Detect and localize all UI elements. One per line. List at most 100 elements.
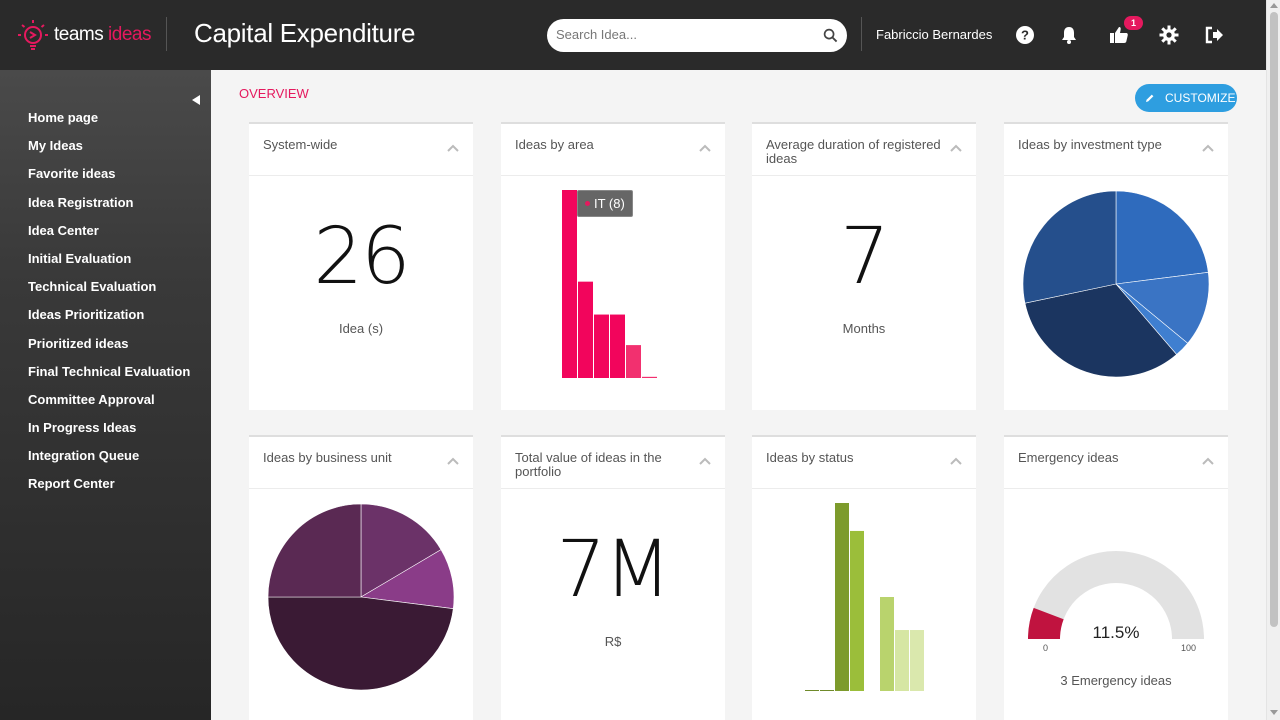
- bulb-logo-icon: [18, 20, 48, 50]
- card-ideas-by-business-unit: Ideas by business unit: [249, 435, 473, 720]
- chevron-up-icon[interactable]: [447, 144, 459, 152]
- card-title: System-wide: [263, 137, 338, 152]
- scroll-up-arrow[interactable]: [1270, 3, 1278, 8]
- chevron-up-icon[interactable]: [1202, 144, 1214, 152]
- tooltip-text: IT (8): [594, 196, 625, 211]
- ideas-by-status-chart: [805, 503, 924, 691]
- likes-badge: 1: [1124, 16, 1143, 30]
- bar: [895, 630, 909, 691]
- chevron-up-icon[interactable]: [950, 457, 962, 465]
- gauge-fill: [1028, 607, 1064, 639]
- bar: [610, 314, 625, 378]
- search-input[interactable]: [556, 27, 806, 42]
- ideas-by-business-unit-pie: [267, 503, 455, 691]
- pie-slice: [360, 503, 442, 598]
- card-header: Total value of ideas in the portfolio: [501, 437, 725, 489]
- card-title: Ideas by status: [766, 450, 854, 465]
- tooltip-dot: [585, 201, 590, 206]
- card-ideas-by-area: Ideas by area IT (8): [501, 122, 725, 410]
- bar: [805, 690, 819, 691]
- card-title: Total value of ideas in the portfolio: [515, 450, 662, 479]
- svg-text:?: ?: [1021, 28, 1029, 43]
- app-header: teams ideas Capital Expenditure Fabricci…: [0, 0, 1266, 70]
- sidebar-item-technical-evaluation[interactable]: Technical Evaluation: [28, 279, 157, 295]
- chevron-up-icon[interactable]: [950, 144, 962, 152]
- kpi-unit: Months: [842, 321, 886, 336]
- bar: [562, 190, 577, 378]
- pie-slice: [1115, 272, 1210, 344]
- card-header: Average duration of registered ideas: [752, 124, 976, 176]
- sidebar-item-idea-center[interactable]: Idea Center: [28, 222, 99, 238]
- sidebar-item-committee-approval[interactable]: Committee Approval: [28, 391, 155, 407]
- bar: [578, 281, 593, 378]
- card-title: Average duration of registered ideas: [766, 137, 941, 166]
- bar: [626, 345, 641, 378]
- kpi-value: 7: [840, 212, 890, 302]
- sidebar-item-favorite-ideas[interactable]: Favorite ideas: [28, 166, 116, 182]
- scroll-thumb[interactable]: [1270, 12, 1278, 627]
- card-title: Ideas by area: [515, 137, 594, 152]
- logo-word-ideas: ideas: [108, 24, 151, 45]
- sidebar-item-idea-registration[interactable]: Idea Registration: [28, 194, 134, 210]
- sidebar-item-prioritized-ideas[interactable]: Prioritized ideas: [28, 335, 129, 351]
- sidebar-item-home-page[interactable]: Home page: [28, 110, 99, 125]
- chart-tooltip: IT (8): [577, 190, 633, 217]
- scroll-down-arrow[interactable]: [1270, 710, 1278, 715]
- logout-icon[interactable]: [1203, 24, 1225, 46]
- card-header: Ideas by status: [752, 437, 976, 489]
- user-name[interactable]: Fabriccio Bernardes: [876, 27, 993, 42]
- sidebar-item-report-center[interactable]: Report Center: [28, 476, 115, 492]
- chevron-up-icon[interactable]: [699, 144, 711, 152]
- sidebar-item-integration-queue[interactable]: Integration Queue: [28, 448, 140, 464]
- search-icon[interactable]: [823, 28, 838, 43]
- card-header: Ideas by business unit: [249, 437, 473, 489]
- chevron-up-icon[interactable]: [447, 457, 459, 465]
- card-header: Ideas by area: [501, 124, 725, 176]
- bar: [642, 376, 657, 378]
- sidebar-item-in-progress-ideas[interactable]: In Progress Ideas: [28, 420, 137, 436]
- gauge-track: [1028, 551, 1204, 639]
- app-logo[interactable]: teams ideas: [18, 17, 158, 53]
- pencil-icon: [1146, 94, 1154, 102]
- card-ideas-by-status: Ideas by status: [752, 435, 976, 720]
- card-header: System-wide: [249, 124, 473, 176]
- section-title: OVERVIEW: [239, 86, 309, 101]
- kpi-value: 26: [313, 212, 410, 302]
- bell-icon[interactable]: [1058, 24, 1080, 46]
- main-content: OVERVIEW CUSTOMIZE System-wide 26 Idea (…: [211, 70, 1266, 720]
- pie-slice: [267, 503, 362, 598]
- sidebar-item-ideas-prioritization[interactable]: Ideas Prioritization: [28, 307, 145, 323]
- help-icon[interactable]: ?: [1014, 24, 1036, 46]
- card-total-value: Total value of ideas in the portfolio 7M…: [501, 435, 725, 720]
- chevron-up-icon[interactable]: [1202, 457, 1214, 465]
- app-title: Capital Expenditure: [194, 18, 416, 48]
- card-header: Emergency ideas: [1004, 437, 1228, 489]
- pie-slice: [1024, 283, 1178, 378]
- thumbs-up-icon[interactable]: [1108, 24, 1130, 46]
- gear-icon[interactable]: [1158, 24, 1180, 46]
- pie-slice: [1022, 190, 1117, 304]
- sidebar-item-my-ideas[interactable]: My Ideas: [28, 138, 83, 154]
- card-header: Ideas by investment type: [1004, 124, 1228, 176]
- sidebar-item-initial-evaluation[interactable]: Initial Evaluation: [28, 250, 132, 266]
- sidebar-item-final-technical-evaluation[interactable]: Final Technical Evaluation: [28, 363, 191, 379]
- header-divider: [166, 17, 167, 51]
- collapse-sidebar-icon[interactable]: [190, 94, 202, 106]
- chevron-up-icon[interactable]: [699, 457, 711, 465]
- card-emergency-ideas: Emergency ideas 11.5% 0 100 3 Emergency …: [1004, 435, 1228, 720]
- ideas-by-investment-pie: [1022, 190, 1210, 378]
- gauge-value: 11.5%: [1092, 623, 1140, 642]
- kpi-unit: Idea (s): [338, 321, 384, 336]
- sidebar-nav: Home page My Ideas Favorite ideas Idea R…: [28, 109, 190, 504]
- card-title: Emergency ideas: [1018, 450, 1119, 465]
- page-scrollbar[interactable]: [1266, 0, 1280, 720]
- bar: [910, 630, 924, 691]
- sidebar: Home page My Ideas Favorite ideas Idea R…: [0, 70, 211, 720]
- card-average-duration: Average duration of registered ideas 7 M…: [752, 122, 976, 410]
- customize-label: CUSTOMIZE: [1165, 91, 1236, 105]
- customize-button[interactable]: CUSTOMIZE: [1135, 84, 1237, 112]
- ideas-by-area-chart: [562, 190, 657, 378]
- bar: [820, 690, 834, 691]
- emergency-gauge: [1028, 551, 1204, 639]
- gauge-min-label: 0: [1043, 643, 1049, 653]
